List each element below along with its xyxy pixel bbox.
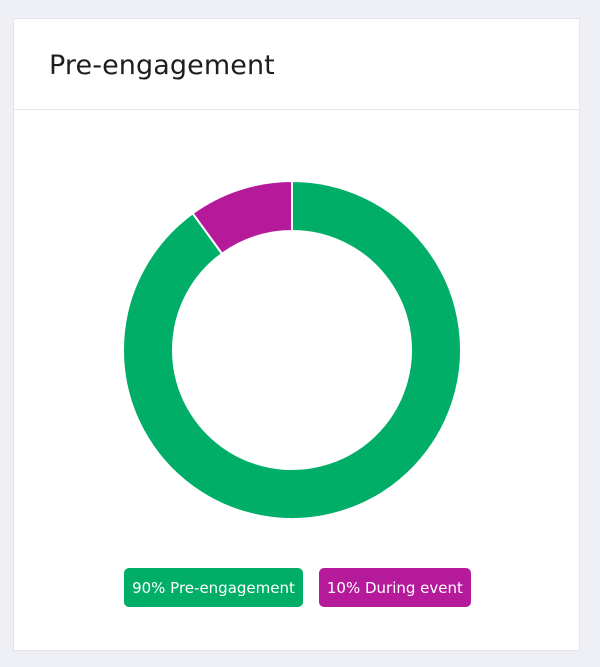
donut-chart [122, 179, 462, 520]
donut-slice-pre-engagement[interactable] [122, 179, 462, 520]
legend-item-during-event[interactable]: 10% During event [318, 568, 471, 607]
chart-legend: 90% Pre-engagement 10% During event [14, 568, 579, 607]
card-title: Pre-engagement [49, 50, 275, 81]
legend-label-pre-engagement: 90% Pre-engagement [132, 578, 295, 597]
donut-slice-during-event[interactable] [191, 179, 293, 256]
donut-slices [122, 179, 462, 520]
legend-label-during-event: 10% During event [326, 578, 463, 597]
legend-item-pre-engagement[interactable]: 90% Pre-engagement [124, 568, 303, 607]
card-header: Pre-engagement [14, 19, 579, 110]
chart-card: Pre-engagement 90% Pre-engagement 10% Du… [13, 18, 580, 651]
